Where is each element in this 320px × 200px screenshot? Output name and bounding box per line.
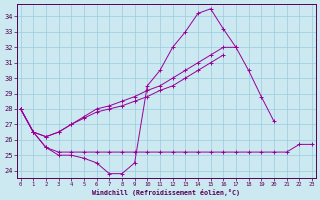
X-axis label: Windchill (Refroidissement éolien,°C): Windchill (Refroidissement éolien,°C) xyxy=(92,189,240,196)
